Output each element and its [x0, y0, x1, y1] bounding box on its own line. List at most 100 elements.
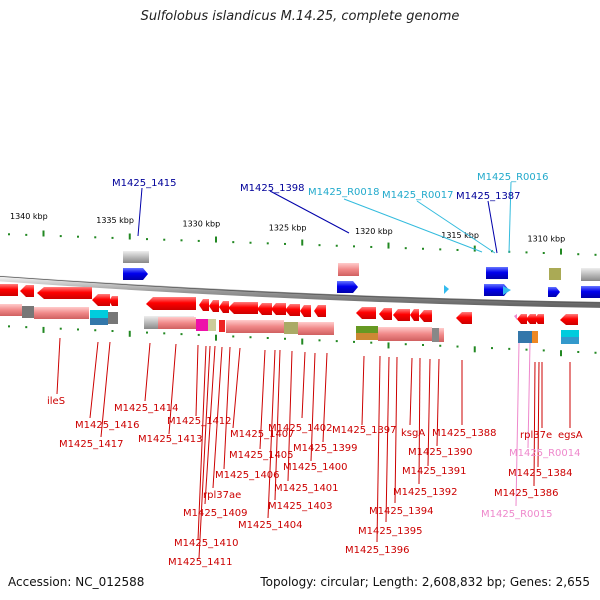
scale-dot-bottom — [370, 341, 373, 344]
kbp-label-3: 1325 kbp — [269, 223, 307, 232]
feature-cyan-r0016 — [503, 286, 511, 295]
feature-blue-1398 — [337, 281, 358, 293]
scale-dot-bottom — [249, 336, 252, 339]
scale-dot-bottom — [335, 340, 338, 343]
scale-dot-bottom — [180, 333, 183, 336]
gene-label-bottom-28: rpl37e — [520, 430, 552, 441]
scale-dot-bottom — [456, 345, 459, 348]
scale-dot-top — [128, 233, 131, 240]
scale-dot-bottom — [318, 339, 321, 342]
scale-dot-top — [525, 251, 528, 254]
scale-dot-bottom — [215, 334, 217, 341]
gene-label-bottom-4: M1425_1413 — [138, 434, 203, 445]
gene-label-bottom-2: M1425_1417 — [59, 439, 124, 450]
feature-blue-1387-top — [486, 267, 508, 279]
scale-dot-top — [370, 245, 373, 248]
genome-summary-text: Topology: circular; Length: 2,608,832 bp… — [260, 575, 590, 589]
gene-label-bottom-3: M1425_1414 — [114, 403, 179, 414]
scale-dot-bottom — [284, 337, 286, 340]
scale-dot-bottom — [42, 326, 45, 333]
scale-dot-top — [180, 239, 183, 242]
scale-dot-bottom — [266, 337, 269, 340]
gene-label-bottom-19: M1425_1397 — [332, 425, 397, 436]
top-gene-labels: M1425_1415 M1425_1398 M1425_R0018 M1425_R00… — [112, 172, 548, 202]
scale-dot-bottom — [594, 351, 597, 354]
scale-dot-bottom — [197, 333, 200, 336]
reverse-strand-features — [0, 284, 578, 325]
scale-dot-top — [8, 233, 10, 236]
kbp-label-4: 1320 kbp — [355, 227, 393, 236]
scale-dot-bottom — [111, 330, 114, 333]
gene-label-bottom-0: ileS — [47, 396, 65, 407]
scale-dot-top — [249, 241, 252, 244]
gene-label-bottom-23: M1425_1391 — [402, 466, 467, 477]
gene-label-top-0: M1425_1415 — [112, 178, 177, 189]
feature-olive — [549, 268, 561, 280]
gene-label-bottom-30: M1425_R0014 — [509, 448, 580, 459]
gene-label-bottom-18: M1425_1404 — [238, 520, 303, 531]
feature-blue-1415 — [123, 268, 148, 280]
scale-dot-top — [197, 239, 200, 242]
scale-dot-bottom — [8, 325, 10, 328]
scale-dot-bottom — [128, 330, 131, 337]
scale-dot-top — [542, 251, 545, 254]
gene-label-top-4: M1425_R0016 — [477, 172, 548, 183]
gene-label-bottom-26: M1425_1395 — [358, 526, 423, 537]
scale-ring-top — [8, 230, 597, 256]
gene-label-bottom-1: M1425_1416 — [75, 420, 140, 431]
bottom-connectors — [56, 337, 571, 559]
kbp-scale-labels: 1340 kbp 1335 kbp 1330 kbp 1325 kbp 1320 kbp… — [10, 212, 565, 244]
scale-dot-top — [404, 247, 407, 250]
scale-dot-bottom — [577, 350, 580, 353]
scale-dot-top — [284, 242, 286, 245]
scale-dot-bottom — [301, 338, 304, 345]
scale-dot-top — [77, 235, 79, 238]
kbp-label-2: 1330 kbp — [183, 220, 221, 229]
scale-dot-top — [215, 236, 217, 243]
gene-label-bottom-33: M1425_R0015 — [481, 509, 552, 520]
scale-dot-bottom — [353, 340, 355, 343]
gene-label-bottom-17: M1425_1403 — [268, 501, 333, 512]
reverse-strand-tracks — [0, 304, 579, 344]
feature-blue-small — [548, 287, 560, 297]
scale-dot-top — [266, 242, 269, 245]
top-connectors — [137, 181, 512, 254]
kbp-label-6: 1310 kbp — [528, 235, 566, 244]
gene-label-bottom-27: M1425_1396 — [345, 545, 410, 556]
scale-dot-bottom — [525, 348, 528, 351]
gene-label-bottom-32: M1425_1386 — [494, 488, 559, 499]
scale-dot-bottom — [508, 347, 511, 350]
scale-dot-top — [232, 241, 235, 244]
kbp-label-1: 1335 kbp — [96, 216, 134, 225]
gene-label-bottom-7: M1425_1405 — [229, 450, 294, 461]
scale-dot-top — [473, 245, 476, 252]
gene-label-bottom-14: M1425_1399 — [293, 443, 358, 454]
gene-label-bottom-11: M1425_1410 — [174, 538, 239, 549]
scale-dot-top — [439, 248, 442, 251]
scale-dot-bottom — [404, 343, 407, 346]
scale-dot-top — [387, 242, 390, 249]
kbp-label-5: 1315 kbp — [441, 231, 479, 240]
gene-label-top-2: M1425_R0018 — [308, 187, 379, 198]
scale-dot-bottom — [232, 335, 235, 338]
scale-dot-top — [111, 236, 114, 239]
scale-dot-bottom — [94, 329, 97, 332]
gene-label-bottom-20: ksgA — [401, 428, 425, 439]
gene-label-top-3: M1425_R0017 — [382, 190, 453, 201]
gene-label-bottom-22: M1425_1390 — [408, 447, 473, 458]
gene-label-bottom-6: M1425_1407 — [230, 429, 295, 440]
gene-label-bottom-15: M1425_1400 — [283, 462, 348, 473]
forward-strand-features — [123, 251, 600, 298]
feature-pink-1398 — [338, 263, 359, 276]
scale-dot-top — [335, 244, 338, 247]
feature-grey-right — [581, 268, 600, 281]
scale-ring-bottom — [8, 325, 597, 357]
scale-dot-top — [42, 230, 45, 237]
scale-dot-bottom — [439, 344, 442, 347]
scale-dot-top — [594, 253, 597, 256]
scale-dot-top — [59, 235, 62, 238]
scale-dot-bottom — [25, 326, 28, 329]
scale-dot-top — [353, 245, 355, 248]
gene-label-bottom-13: M1425_1402 — [268, 423, 333, 434]
kbp-label-0: 1340 kbp — [10, 212, 48, 221]
